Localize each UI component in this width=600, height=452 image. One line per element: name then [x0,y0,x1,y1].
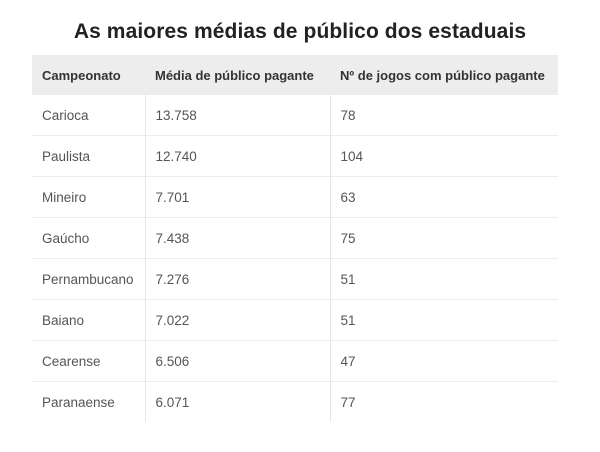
cell-campeonato: Carioca [42,107,89,123]
cell-jogos: 51 [329,258,558,300]
cell-campeonato: Baiano [32,299,145,341]
table-row: Baiano 7.022 51 [32,299,558,341]
column-header-media: Média de público pagante [145,55,330,95]
table-header: Campeonato Média de público pagante Nº d… [32,55,558,95]
table-body: Carioca 13.758 78 Paulista 12.740 104 Mi… [32,95,558,422]
table-row: Paulista 12.740 104 [32,135,558,177]
cell-media: 6.506 [144,340,330,382]
page-title: As maiores médias de público dos estadua… [73,20,527,43]
table-row: Pernambucano 7.276 51 [32,258,558,300]
cell-campeonato: Gaúcho [32,217,145,259]
cell-media: 7.276 [144,258,330,300]
cell-media: 7.022 [144,299,330,341]
cell-jogos: 75 [329,217,558,259]
cell-jogos: 78 [329,95,558,136]
cell-campeonato: Cearense [32,340,145,382]
header-row: Campeonato Média de público pagante Nº d… [32,55,558,95]
cell-campeonato: Pernambucano [32,258,145,300]
cell-campeonato: Mineiro [32,176,145,218]
data-table: Campeonato Média de público pagante Nº d… [32,55,558,422]
table-row: Gaúcho 7.438 75 [32,217,558,259]
cell-jogos: 77 [329,381,558,422]
cell-media: 7.701 [144,176,330,218]
cell-media: 12.740 [144,135,330,177]
table-row: Mineiro 7.701 63 [32,176,558,218]
cell-campeonato: Paulista [32,135,145,177]
cell-jogos: 63 [329,176,558,218]
cell-jogos: 51 [329,299,558,341]
cell-media: 7.438 [144,217,330,259]
column-header-campeonato: Campeonato [32,55,145,95]
cell-jogos: 104 [329,135,558,177]
cell-media: 6.071 [144,381,330,422]
cell-campeonato: Paranaense [32,381,145,422]
cell-jogos: 47 [329,340,558,382]
table-row: Cearense 6.506 47 [32,340,558,382]
column-header-jogos: Nº de jogos com público pagante [330,55,558,95]
table-row: Carioca 13.758 78 [32,95,558,136]
table-row: Paranaense 6.071 77 [32,381,558,422]
cell-media: 13.758 [144,95,330,136]
